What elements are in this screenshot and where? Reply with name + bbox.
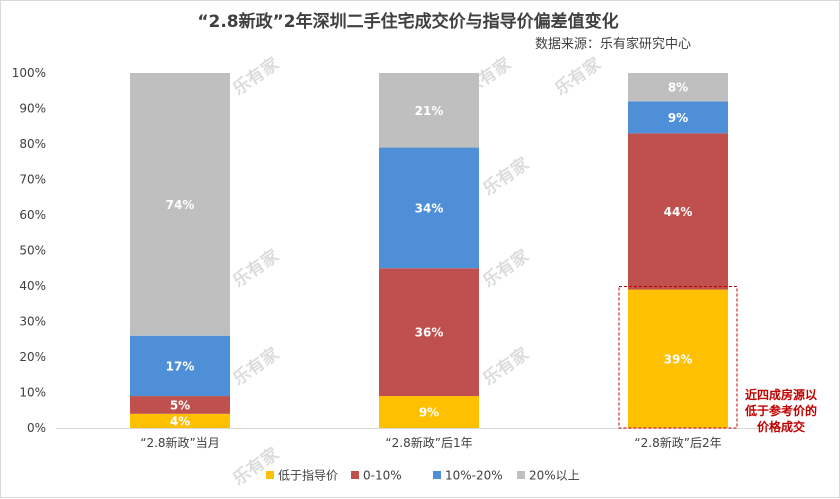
- y-tick-label: 20%: [19, 350, 46, 364]
- bar-data-label: 74%: [166, 198, 195, 212]
- data-source: 数据来源：乐有家研究中心: [535, 36, 691, 52]
- watermark-logo: 乐有家: [229, 343, 283, 389]
- bar-data-label: 34%: [415, 201, 444, 215]
- bar-data-label: 4%: [170, 414, 190, 428]
- legend-swatch: [517, 471, 525, 479]
- legend-label: 10%-20%: [445, 469, 503, 483]
- bar-segment: [130, 413, 230, 428]
- bar-segment: [379, 268, 479, 397]
- watermark-logo: 乐有家: [551, 53, 605, 99]
- bar-segment: [628, 101, 728, 134]
- y-tick-label: 30%: [19, 315, 46, 329]
- bar-data-label: 17%: [166, 359, 195, 373]
- watermark-logo: 乐有家: [229, 245, 283, 291]
- bar-data-label: 9%: [419, 406, 439, 420]
- x-axis: “2.8新政”当月 “2.8新政”后1年 “2.8新政”后2年: [56, 428, 803, 450]
- bar-segment: [379, 396, 479, 428]
- bar-segment: [379, 73, 479, 148]
- watermark-logo: 乐有家: [479, 245, 533, 291]
- bar-segment: [628, 289, 728, 428]
- watermark-logo: 乐有家: [479, 343, 533, 389]
- y-tick-label: 0%: [27, 421, 46, 435]
- legend-label: 20%以上: [529, 469, 580, 483]
- y-tick-label: 60%: [19, 208, 46, 222]
- bar-data-label: 36%: [415, 326, 444, 340]
- y-tick-label: 40%: [19, 279, 46, 293]
- y-tick-label: 100%: [12, 66, 46, 80]
- x-tick-label: “2.8新政”后1年: [385, 435, 472, 450]
- annotation-line: 近四成房源以: [745, 387, 817, 402]
- bar-segment: [130, 335, 230, 397]
- legend-label: 0-10%: [363, 469, 402, 483]
- bar-data-label: 39%: [664, 352, 693, 366]
- bars-group: 4% 5% 17% 74% 9% 36% 34% 21% 39% 44% 9% 8%: [130, 73, 728, 428]
- watermark-logo: 乐有家: [229, 53, 283, 99]
- legend-swatch: [266, 471, 274, 479]
- watermark-logo: 乐有家: [479, 153, 533, 199]
- bar-segment: [379, 147, 479, 269]
- watermark-logo: 乐有家: [229, 443, 283, 489]
- bar-data-label: 5%: [170, 398, 190, 412]
- bar-segment: [130, 396, 230, 414]
- bar-data-label: 9%: [668, 111, 688, 125]
- bar-data-label: 8%: [668, 81, 688, 95]
- legend: 低于指导价 0-10% 10%-20% 20%以上: [266, 468, 580, 483]
- y-tick-label: 50%: [19, 244, 46, 258]
- annotation-line: 价格成交: [757, 419, 805, 434]
- x-tick-label: “2.8新政”后2年: [634, 435, 721, 450]
- y-tick-label: 70%: [19, 173, 46, 187]
- legend-label: 低于指导价: [278, 468, 338, 483]
- legend-swatch: [433, 471, 441, 479]
- y-axis: 0% 10% 20% 30% 40% 50% 60% 70% 80% 90% 100%: [12, 66, 46, 435]
- y-tick-label: 80%: [19, 137, 46, 151]
- y-tick-label: 10%: [19, 386, 46, 400]
- legend-swatch: [351, 471, 359, 479]
- bar-data-label: 44%: [664, 205, 693, 219]
- annotation-line: 低于参考价的: [744, 403, 817, 418]
- bar-segment: [628, 133, 728, 290]
- y-tick-label: 90%: [19, 102, 46, 116]
- bar-segment: [628, 73, 728, 102]
- chart-title: “2.8新政”2年深圳二手住宅成交价与指导价偏差值变化: [197, 11, 618, 32]
- x-tick-label: “2.8新政”当月: [140, 435, 220, 450]
- bar-segment: [130, 73, 230, 336]
- bar-data-label: 21%: [415, 104, 444, 118]
